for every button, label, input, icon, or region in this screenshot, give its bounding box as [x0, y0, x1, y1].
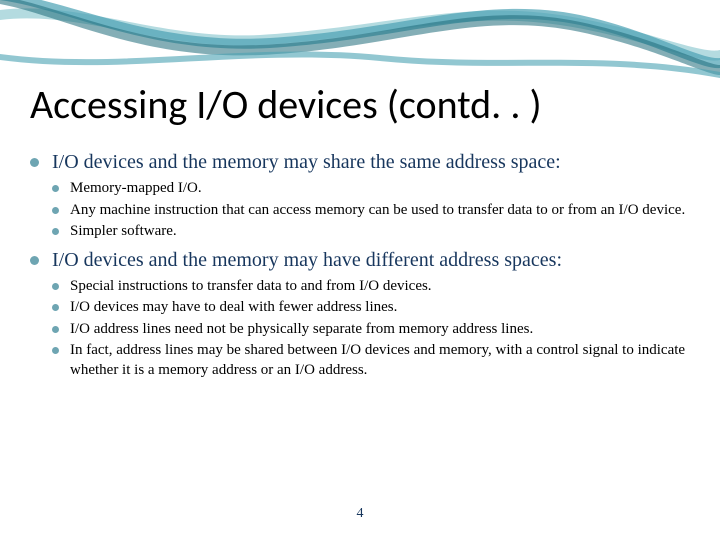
bullet-lvl1: I/O devices and the memory may share the… [30, 150, 695, 242]
page-number: 4 [0, 506, 720, 522]
bullet-lvl1-text: I/O devices and the memory may have diff… [52, 249, 562, 271]
bullet-lvl2: Simpler software. [52, 222, 695, 242]
bullet-lvl2: I/O address lines need not be physically… [52, 320, 695, 340]
bullet-lvl2: Memory-mapped I/O. [52, 179, 695, 199]
bullet-lvl2: I/O devices may have to deal with fewer … [52, 298, 695, 318]
slide: Accessing I/O devices (contd. . ) I/O de… [0, 0, 720, 540]
bullet-lvl1: I/O devices and the memory may have diff… [30, 248, 695, 381]
slide-title: Accessing I/O devices (contd. . ) [30, 80, 690, 129]
bullet-lvl2: Special instructions to transfer data to… [52, 277, 695, 297]
bullet-lvl2: In fact, address lines may be shared bet… [52, 341, 695, 380]
bullet-lvl2: Any machine instruction that can access … [52, 201, 695, 221]
bullet-lvl1-text: I/O devices and the memory may share the… [52, 151, 561, 173]
slide-body: I/O devices and the memory may share the… [30, 150, 695, 386]
